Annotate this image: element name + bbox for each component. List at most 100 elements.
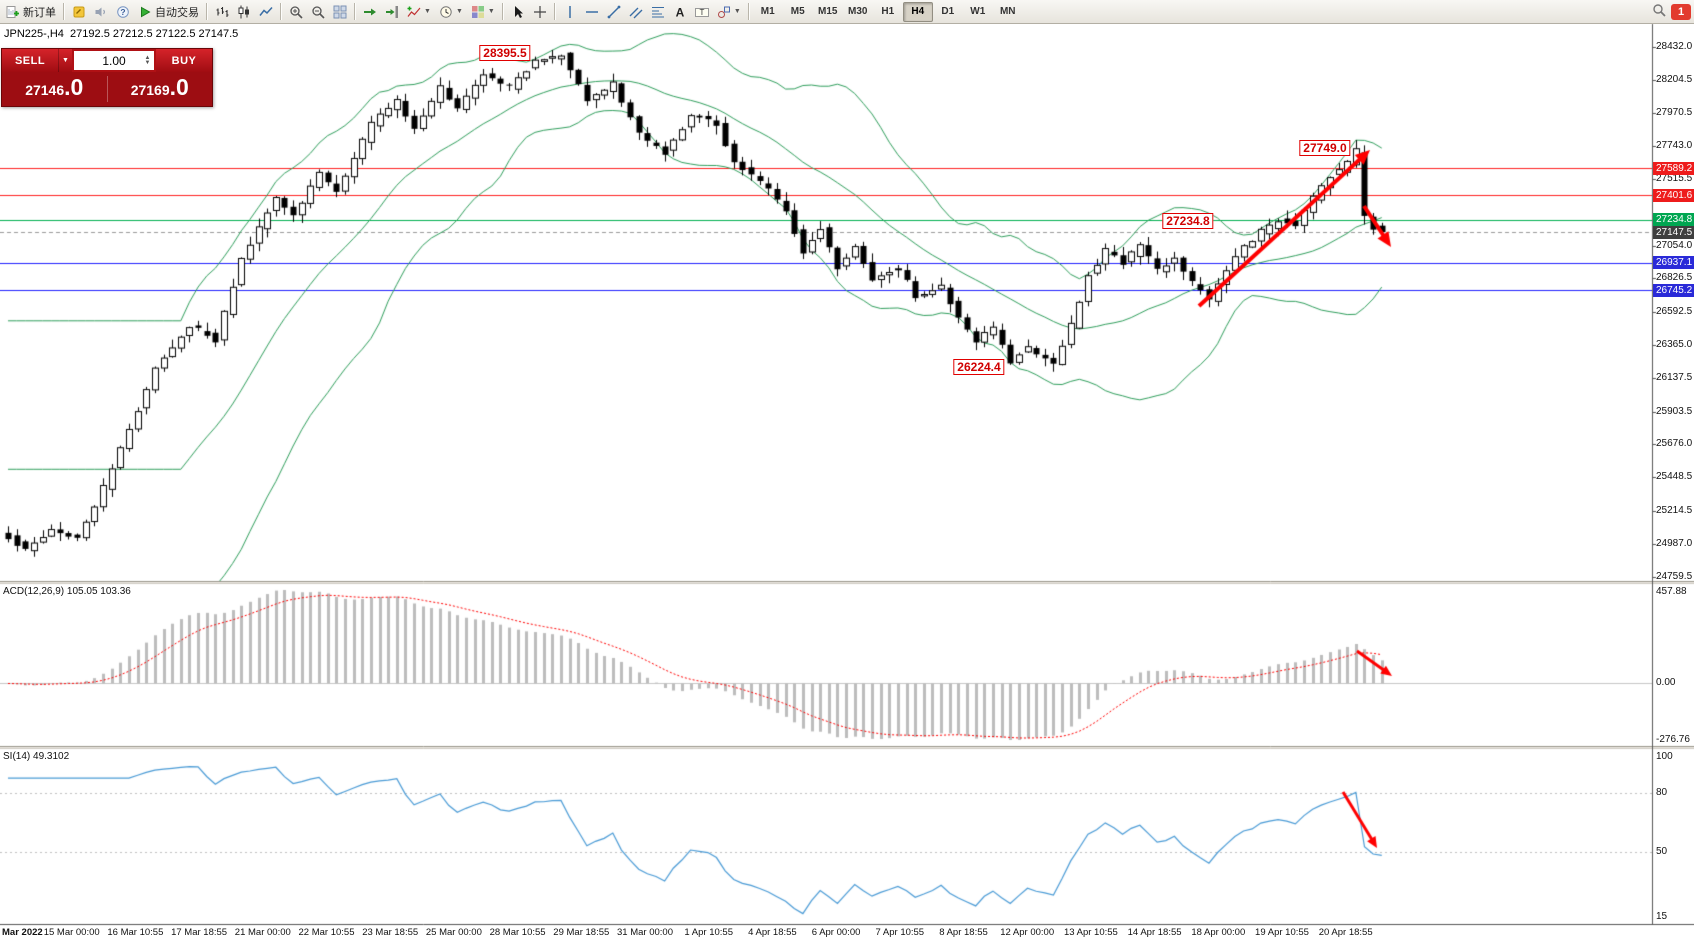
bar-chart-mode-button[interactable]: [211, 1, 233, 23]
dropdown-caret-icon[interactable]: ▼: [733, 8, 741, 15]
timeframe-m15-button[interactable]: M15: [818, 6, 838, 17]
dropdown-caret-icon[interactable]: ▼: [487, 8, 495, 15]
timeframe-d1-button[interactable]: D1: [941, 6, 955, 17]
time-axis-label: 14 Apr 18:55: [1127, 927, 1182, 938]
toolbar-separator: [747, 3, 750, 20]
time-axis-label: 7 Apr 10:55: [875, 927, 925, 938]
macd-indicator-label: ACD(12,26,9) 105.05 103.36: [3, 586, 131, 597]
toolbar-separator: [354, 3, 356, 20]
arrows-list-button[interactable]: ▼: [713, 1, 745, 23]
timeframe-h1-button[interactable]: H1: [881, 6, 895, 17]
vertical-line-button[interactable]: [559, 1, 581, 23]
timeframe-w1-button[interactable]: W1: [970, 6, 986, 17]
sell-price-button[interactable]: 27146.0: [2, 72, 107, 106]
time-axis-label: 23 Mar 18:55: [362, 927, 419, 938]
svg-text:T: T: [699, 8, 704, 17]
timeframe-m1-button[interactable]: M1: [760, 6, 775, 17]
help-icon: ?: [116, 5, 130, 19]
spin-down-icon[interactable]: ▼: [144, 59, 151, 66]
symbol-period: JPN225-,H4: [4, 28, 64, 40]
timeframe-m5-button[interactable]: M5: [790, 6, 805, 17]
timeframe-h4-button[interactable]: H4: [902, 1, 933, 22]
line-icon: [259, 5, 273, 19]
volume-input[interactable]: 1.00 ▲ ▼: [74, 51, 154, 70]
toolbar: 新订单? 自动交易 ▼ ▼ ▼ A T ▼ M1 M5 M15 M30 H1 H4 D1 W1 MN 1: [0, 0, 1694, 24]
cursor-icon: [511, 5, 525, 19]
notification-badge[interactable]: 1: [1671, 4, 1691, 20]
search-icon[interactable]: [1652, 3, 1666, 22]
play-icon: [138, 5, 152, 19]
line-chart-mode-button[interactable]: [255, 1, 277, 23]
text-icon: A: [673, 5, 687, 19]
price-divider: [106, 76, 108, 102]
price-annotation[interactable]: 26224.4: [953, 359, 1005, 375]
price-annotation[interactable]: 27234.8: [1162, 213, 1214, 229]
autoscroll-icon: [363, 5, 377, 19]
time-axis-label: 12 Apr 00:00: [1000, 927, 1055, 938]
time-axis-label: 28 Mar 10:55: [489, 927, 546, 938]
alerts-button[interactable]: [90, 1, 112, 23]
text-button[interactable]: A: [669, 1, 691, 23]
time-axis-label: 22 Mar 10:55: [298, 927, 355, 938]
svg-text:?: ?: [120, 7, 125, 17]
label-icon: T: [694, 5, 709, 19]
chart-shift-button[interactable]: [381, 1, 403, 23]
volume-spinner[interactable]: ▲ ▼: [142, 51, 153, 70]
trendline-button[interactable]: [603, 1, 625, 23]
time-axis[interactable]: Mar 2022 15 Mar 00:00 16 Mar 10:55 17 Mar 1…: [0, 927, 1694, 942]
time-axis-label: 20 Apr 18:55: [1318, 927, 1373, 938]
indicators-button[interactable]: ▼: [403, 1, 435, 23]
zoom-in-button[interactable]: [285, 1, 307, 23]
price-annotation[interactable]: 27749.0: [1299, 140, 1351, 156]
cursor-button[interactable]: [507, 1, 529, 23]
dropdown-caret-icon[interactable]: ▼: [455, 8, 463, 15]
shapes-icon: [717, 5, 731, 19]
time-axis-label: 15 Mar 00:00: [43, 927, 100, 938]
autotrading-label: 自动交易: [155, 6, 199, 19]
time-axis-label: 19 Apr 10:55: [1255, 927, 1309, 938]
time-axis-label: 25 Mar 00:00: [425, 927, 482, 938]
autotrading-button[interactable]: 自动交易: [134, 1, 203, 23]
buy-price-dec: .0: [169, 74, 189, 100]
metaeditor-button[interactable]: [68, 1, 90, 23]
order-options-caret-icon[interactable]: ▼: [58, 49, 72, 72]
equidistant-channel-button[interactable]: [625, 1, 647, 23]
buy-button[interactable]: BUY: [156, 49, 212, 72]
time-axis-label: 4 Apr 18:55: [748, 927, 797, 938]
trade-panel-header: SELL ▼ 1.00 ▲ ▼ BUY: [2, 49, 212, 72]
spin-up-icon[interactable]: ▲: [144, 54, 151, 61]
sell-button[interactable]: SELL: [2, 49, 58, 72]
bars-icon: [215, 5, 229, 19]
time-axis-label: 21 Mar 00:00: [234, 927, 291, 938]
periods-button[interactable]: ▼: [435, 1, 467, 23]
time-axis-label: 6 Apr 00:00: [811, 927, 861, 938]
time-axis-label: Mar 2022: [2, 927, 43, 938]
templates-button[interactable]: ▼: [467, 1, 499, 23]
horizontal-line-button[interactable]: [581, 1, 603, 23]
vline-icon: [563, 5, 577, 19]
candlestick-mode-button[interactable]: [233, 1, 255, 23]
buy-price-button[interactable]: 27169.0: [108, 72, 213, 106]
zoom-out-button[interactable]: [307, 1, 329, 23]
text-label-button[interactable]: T: [691, 1, 713, 23]
templates-icon: [471, 5, 485, 19]
zoom-out-icon: [311, 5, 325, 19]
dropdown-caret-icon[interactable]: ▼: [424, 8, 431, 15]
auto-scroll-button[interactable]: [359, 1, 381, 23]
new-order-label: 新订单: [23, 6, 56, 19]
crosshair-button[interactable]: [529, 1, 551, 23]
fibonacci-button[interactable]: [647, 1, 669, 23]
sell-price-int: 27146: [25, 82, 65, 98]
help-button[interactable]: ?: [112, 1, 134, 23]
ohlc-values: 27192.5 27212.5 27122.5 27147.5: [70, 28, 239, 40]
tile-windows-button[interactable]: [329, 1, 351, 23]
price-annotation[interactable]: 28395.5: [479, 45, 531, 61]
timeframe-m30-button[interactable]: M30: [848, 6, 868, 17]
toolbar-separator: [280, 3, 282, 20]
new-order-button[interactable]: 新订单: [2, 1, 60, 23]
toolbar-separator: [553, 3, 556, 20]
rsi-indicator-label: SI(14) 49.3102: [3, 751, 70, 762]
toolbar-right-cluster: 1: [1652, 0, 1691, 24]
timeframe-mn-button[interactable]: MN: [999, 6, 1016, 17]
